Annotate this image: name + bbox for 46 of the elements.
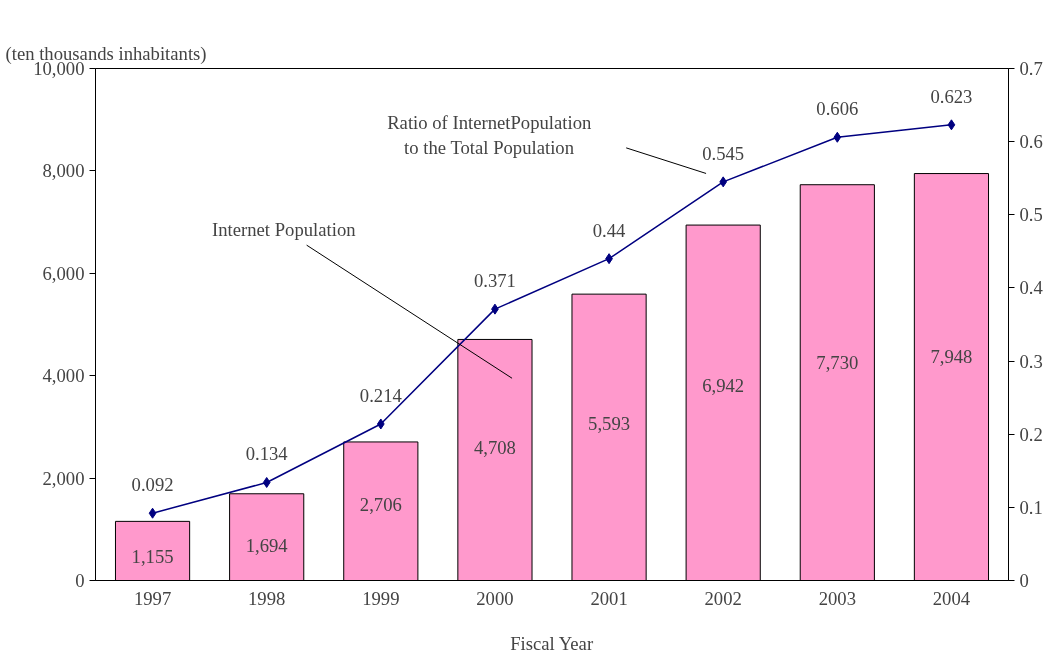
x-tick-label: 2001 [590, 587, 628, 609]
data-label: 4,708 [473, 437, 516, 459]
data-label: 0.545 [702, 142, 745, 164]
x-axis-title: Fiscal Year [510, 632, 594, 654]
x-tick-label: 1999 [362, 587, 400, 609]
data-label: 5,593 [588, 412, 631, 434]
data-label: 2,706 [359, 493, 402, 515]
data-label: 0.371 [473, 270, 516, 292]
y2-tick-label: 0.1 [1019, 496, 1043, 518]
y2-tick-label: 0.4 [1019, 277, 1044, 299]
y-tick-label: 8,000 [42, 160, 85, 182]
data-label: 7,948 [930, 346, 973, 368]
point [947, 119, 956, 131]
x-tick-label: 1997 [133, 587, 172, 609]
x-tick-label: 2002 [704, 587, 742, 609]
y2-tick-label: 0 [1019, 570, 1029, 591]
data-label: 6,942 [702, 374, 745, 396]
data-label: 0.606 [816, 98, 859, 120]
y2-tick-label: 0.7 [1019, 58, 1043, 79]
x-tick-label: 2003 [818, 587, 856, 609]
data-label: 0.214 [359, 384, 403, 406]
data-label: 0.092 [131, 474, 174, 496]
y2-tick-label: 0.3 [1019, 350, 1043, 372]
point [719, 176, 728, 188]
y-tick-label: 0 [75, 570, 85, 591]
annotation: Internet Population [212, 219, 357, 241]
y2-tick-label: 0.6 [1019, 131, 1043, 153]
point [833, 131, 842, 143]
x-tick-label: 2000 [476, 587, 514, 609]
point [376, 418, 385, 430]
y-tick-label: 6,000 [42, 262, 85, 284]
annotation: Ratio of InternetPopulation to the Total Population [387, 111, 592, 159]
data-label: 7,730 [816, 352, 859, 374]
point [148, 507, 157, 519]
x-tick-label: 2004 [932, 587, 971, 609]
x-tick-label: 1998 [248, 587, 286, 609]
point [262, 476, 271, 488]
y-tick-label: 2,000 [42, 467, 85, 489]
data-label: 1,155 [131, 546, 174, 568]
data-label: 0.44 [592, 219, 627, 241]
y2-tick-label: 0.2 [1019, 423, 1043, 445]
data-label: 0.134 [245, 443, 289, 465]
data-label: 0.623 [930, 85, 973, 107]
data-label: 1,694 [245, 535, 289, 557]
y-tick-label: 4,000 [42, 365, 85, 387]
y2-tick-label: 0.5 [1019, 204, 1043, 226]
